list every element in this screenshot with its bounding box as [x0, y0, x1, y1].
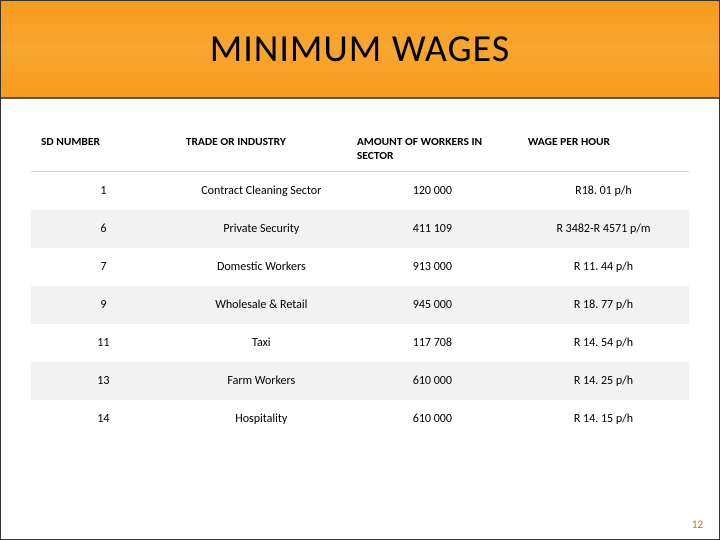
title-bar: MINIMUM WAGES [1, 1, 719, 99]
col-header-trade: TRADE OR INDUSTRY [176, 127, 347, 172]
cell-amount: 117 708 [347, 324, 518, 362]
table-row: 9 Wholesale & Retail 945 000 R 18. 77 p/… [31, 286, 689, 324]
cell-wage: R18. 01 p/h [518, 172, 689, 211]
table-row: 6 Private Security 411 109 R 3482-R 4571… [31, 210, 689, 248]
cell-sd: 7 [31, 248, 176, 286]
cell-wage: R 14. 25 p/h [518, 362, 689, 400]
table-row: 7 Domestic Workers 913 000 R 11. 44 p/h [31, 248, 689, 286]
cell-trade: Private Security [176, 210, 347, 248]
table-header: SD NUMBER TRADE OR INDUSTRY AMOUNT OF WO… [31, 127, 689, 172]
table-row: 13 Farm Workers 610 000 R 14. 25 p/h [31, 362, 689, 400]
cell-amount: 610 000 [347, 400, 518, 438]
cell-trade: Taxi [176, 324, 347, 362]
cell-sd: 11 [31, 324, 176, 362]
slide-title: MINIMUM WAGES [210, 26, 511, 72]
cell-trade: Wholesale & Retail [176, 286, 347, 324]
table-body: 1 Contract Cleaning Sector 120 000 R18. … [31, 172, 689, 439]
cell-wage: R 14. 54 p/h [518, 324, 689, 362]
cell-wage: R 3482-R 4571 p/m [518, 210, 689, 248]
page-number: 12 [692, 518, 703, 531]
table-row: 11 Taxi 117 708 R 14. 54 p/h [31, 324, 689, 362]
cell-wage: R 18. 77 p/h [518, 286, 689, 324]
cell-amount: 610 000 [347, 362, 518, 400]
cell-sd: 1 [31, 172, 176, 211]
cell-trade: Hospitality [176, 400, 347, 438]
cell-amount: 945 000 [347, 286, 518, 324]
cell-amount: 913 000 [347, 248, 518, 286]
cell-wage: R 11. 44 p/h [518, 248, 689, 286]
col-header-sd: SD NUMBER [31, 127, 176, 172]
content-area: SD NUMBER TRADE OR INDUSTRY AMOUNT OF WO… [1, 99, 719, 438]
cell-trade: Domestic Workers [176, 248, 347, 286]
cell-trade: Contract Cleaning Sector [176, 172, 347, 211]
col-header-amount: AMOUNT OF WORKERS IN SECTOR [347, 127, 518, 172]
cell-sd: 13 [31, 362, 176, 400]
cell-trade: Farm Workers [176, 362, 347, 400]
cell-amount: 120 000 [347, 172, 518, 211]
table-row: 14 Hospitality 610 000 R 14. 15 p/h [31, 400, 689, 438]
cell-amount: 411 109 [347, 210, 518, 248]
wages-table: SD NUMBER TRADE OR INDUSTRY AMOUNT OF WO… [31, 127, 689, 438]
cell-sd: 6 [31, 210, 176, 248]
slide-container: MINIMUM WAGES SD NUMBER TRADE OR INDUSTR… [0, 0, 720, 540]
col-header-wage: WAGE PER HOUR [518, 127, 689, 172]
cell-sd: 14 [31, 400, 176, 438]
table-row: 1 Contract Cleaning Sector 120 000 R18. … [31, 172, 689, 211]
cell-sd: 9 [31, 286, 176, 324]
cell-wage: R 14. 15 p/h [518, 400, 689, 438]
header-row: SD NUMBER TRADE OR INDUSTRY AMOUNT OF WO… [31, 127, 689, 172]
